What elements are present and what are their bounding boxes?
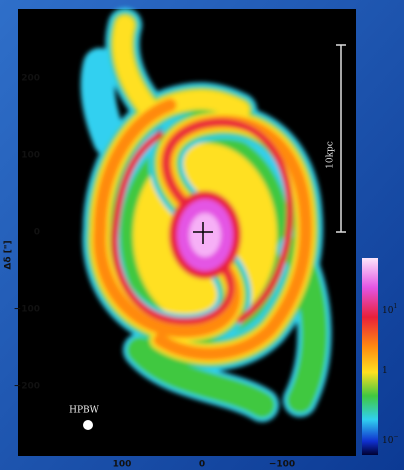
tick-base: 1 [382,366,388,376]
y-tick-label: 200 [21,74,40,84]
tick-base: 10 [382,306,394,316]
beam [83,420,93,430]
center-cross [193,222,213,244]
x-tick-label: 100 [113,460,132,470]
colorbar-tick-label: 1 [382,366,388,376]
x-tick-label: −100 [269,460,295,470]
y-tick-label: −200 [14,382,40,392]
x-tick-label: 0 [199,460,205,470]
colorbar-tick-label: 101 [382,303,397,316]
galaxy-map [80,8,332,422]
tick-exponent: − [393,433,398,440]
y-tick-label: 0 [34,228,40,238]
colorbar-tick-label: 10− [382,433,398,446]
colorbar [362,258,378,455]
y-axis-label: Δδ ["] [4,240,14,269]
beam-label: HPBW [69,406,100,416]
y-tick-label: −100 [14,305,40,315]
tick-base: 10 [382,436,394,446]
scale-bar [336,44,346,233]
tick-exponent: 1 [393,303,397,310]
y-tick-label: 100 [21,151,40,161]
scale-label: 10kpc [326,141,336,169]
